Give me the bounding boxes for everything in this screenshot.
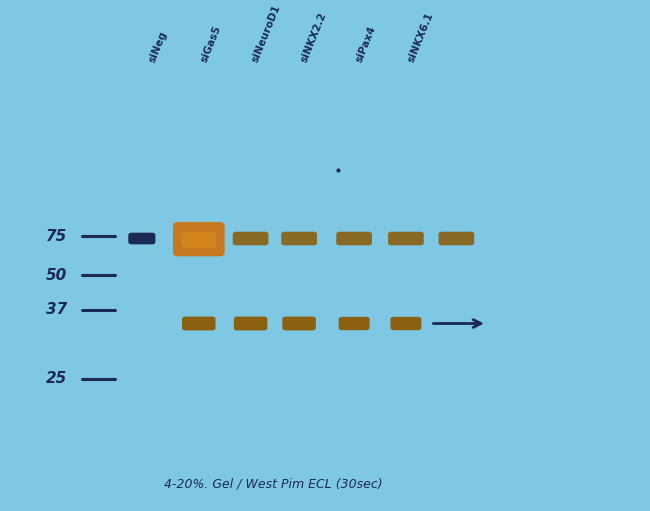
FancyBboxPatch shape [388,231,424,245]
FancyBboxPatch shape [339,317,370,330]
Text: 75: 75 [46,229,67,244]
FancyBboxPatch shape [128,233,155,244]
Text: 50: 50 [46,268,67,283]
Text: siNKX6.1: siNKX6.1 [406,11,435,64]
Text: siNeg: siNeg [147,30,169,64]
Text: siGas5: siGas5 [199,24,222,64]
Text: siNeuroD1: siNeuroD1 [250,4,283,64]
FancyBboxPatch shape [439,231,474,245]
FancyBboxPatch shape [234,317,267,331]
Text: 4-20%. Gel / West Pim ECL (30sec): 4-20%. Gel / West Pim ECL (30sec) [164,478,383,491]
FancyBboxPatch shape [182,317,216,331]
FancyBboxPatch shape [281,231,317,245]
Text: 25: 25 [46,371,67,386]
FancyBboxPatch shape [173,222,225,257]
Text: siNKX2.2: siNKX2.2 [299,11,328,64]
Text: siPax4: siPax4 [354,25,378,64]
FancyBboxPatch shape [282,317,316,331]
Text: 37: 37 [46,302,67,317]
FancyBboxPatch shape [233,231,268,245]
FancyBboxPatch shape [336,231,372,245]
FancyBboxPatch shape [181,231,216,248]
FancyBboxPatch shape [391,317,421,330]
